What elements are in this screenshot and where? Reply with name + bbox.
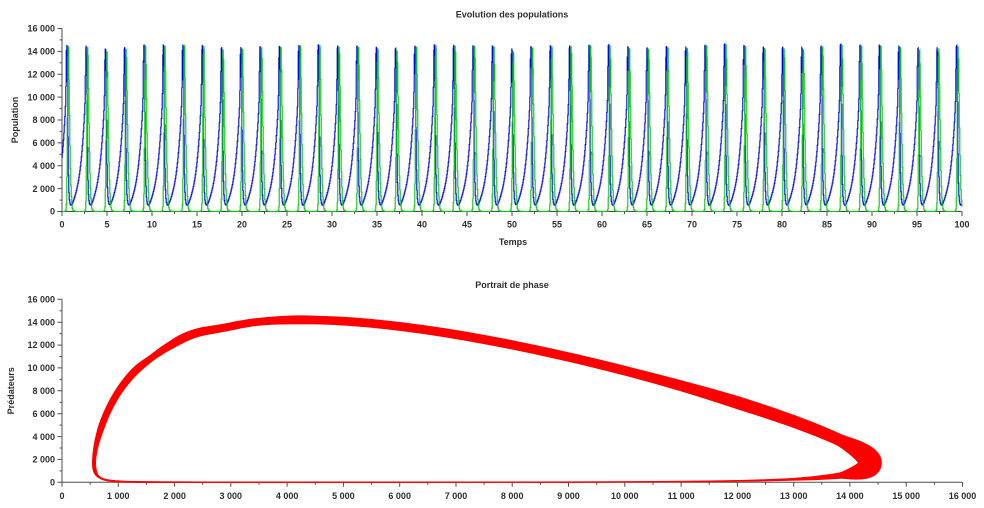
svg-text:0: 0	[59, 491, 64, 501]
svg-text:16 000: 16 000	[27, 24, 55, 34]
svg-text:2 000: 2 000	[32, 184, 55, 194]
svg-text:4 000: 4 000	[32, 161, 55, 171]
svg-text:10 000: 10 000	[27, 92, 55, 102]
svg-text:75: 75	[732, 220, 742, 230]
svg-text:12 000: 12 000	[724, 491, 752, 501]
svg-text:14 000: 14 000	[836, 491, 864, 501]
svg-text:16 000: 16 000	[27, 295, 55, 305]
svg-text:0: 0	[59, 220, 64, 230]
svg-text:25: 25	[282, 220, 292, 230]
svg-text:15: 15	[192, 220, 202, 230]
svg-text:12 000: 12 000	[27, 340, 55, 350]
svg-text:10: 10	[147, 220, 157, 230]
svg-text:95: 95	[912, 220, 922, 230]
svg-text:5: 5	[104, 220, 109, 230]
svg-text:60: 60	[597, 220, 607, 230]
svg-text:Prédateurs: Prédateurs	[6, 367, 16, 414]
svg-text:10 000: 10 000	[27, 363, 55, 373]
svg-text:55: 55	[552, 220, 562, 230]
svg-text:45: 45	[462, 220, 472, 230]
svg-text:7 000: 7 000	[445, 491, 468, 501]
svg-text:8 000: 8 000	[32, 386, 55, 396]
svg-text:Evolution des populations: Evolution des populations	[456, 9, 569, 19]
svg-text:6 000: 6 000	[32, 409, 55, 419]
svg-text:6 000: 6 000	[32, 138, 55, 148]
svg-text:10 000: 10 000	[611, 491, 639, 501]
svg-text:11 000: 11 000	[668, 491, 695, 501]
svg-text:8 000: 8 000	[32, 115, 55, 125]
svg-text:0: 0	[50, 207, 55, 217]
svg-text:20: 20	[237, 220, 247, 230]
svg-text:65: 65	[642, 220, 652, 230]
svg-text:9 000: 9 000	[557, 491, 580, 501]
svg-text:8 000: 8 000	[501, 491, 524, 501]
svg-text:1 000: 1 000	[107, 491, 130, 501]
svg-text:Population: Population	[10, 97, 20, 144]
svg-text:100: 100	[954, 220, 969, 230]
svg-text:6 000: 6 000	[388, 491, 411, 501]
svg-text:85: 85	[822, 220, 832, 230]
svg-text:4 000: 4 000	[276, 491, 299, 501]
svg-text:4 000: 4 000	[32, 432, 55, 442]
svg-text:13 000: 13 000	[780, 491, 808, 501]
svg-text:50: 50	[507, 220, 517, 230]
svg-text:14 000: 14 000	[27, 47, 55, 57]
svg-text:35: 35	[372, 220, 382, 230]
svg-text:40: 40	[417, 220, 427, 230]
svg-text:Portrait de phase: Portrait de phase	[475, 280, 549, 290]
svg-text:14 000: 14 000	[27, 317, 55, 327]
svg-text:70: 70	[687, 220, 697, 230]
svg-text:12 000: 12 000	[27, 70, 55, 80]
svg-text:Temps: Temps	[499, 237, 527, 247]
svg-text:80: 80	[777, 220, 787, 230]
svg-text:16 000: 16 000	[949, 491, 977, 501]
svg-text:2 000: 2 000	[32, 455, 55, 465]
svg-text:90: 90	[867, 220, 877, 230]
svg-text:0: 0	[50, 478, 55, 488]
svg-text:3 000: 3 000	[220, 491, 243, 501]
svg-text:30: 30	[327, 220, 337, 230]
svg-text:5 000: 5 000	[332, 491, 355, 501]
svg-text:2 000: 2 000	[163, 491, 186, 501]
svg-text:15 000: 15 000	[892, 491, 920, 501]
